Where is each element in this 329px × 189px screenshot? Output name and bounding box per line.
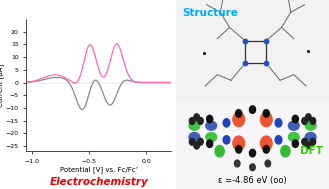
Circle shape bbox=[207, 115, 213, 123]
Circle shape bbox=[198, 138, 203, 145]
Ellipse shape bbox=[288, 132, 300, 142]
Circle shape bbox=[215, 146, 224, 157]
Circle shape bbox=[292, 115, 298, 123]
Circle shape bbox=[198, 118, 203, 124]
Circle shape bbox=[261, 112, 272, 127]
Circle shape bbox=[194, 114, 199, 121]
Circle shape bbox=[275, 136, 282, 144]
Circle shape bbox=[265, 160, 270, 167]
Bar bbox=[176, 100, 329, 189]
Circle shape bbox=[236, 110, 242, 117]
Circle shape bbox=[207, 140, 213, 147]
Circle shape bbox=[233, 136, 244, 150]
Circle shape bbox=[261, 136, 272, 150]
Circle shape bbox=[292, 140, 298, 147]
Circle shape bbox=[249, 149, 256, 157]
Ellipse shape bbox=[205, 121, 217, 131]
Circle shape bbox=[275, 119, 282, 127]
Circle shape bbox=[263, 146, 269, 153]
X-axis label: Potential [V] vs. Fc/Fc’: Potential [V] vs. Fc/Fc’ bbox=[60, 167, 138, 173]
Text: DFT: DFT bbox=[300, 146, 323, 156]
Circle shape bbox=[236, 146, 242, 153]
Circle shape bbox=[263, 110, 269, 117]
Circle shape bbox=[189, 118, 195, 124]
Circle shape bbox=[235, 160, 240, 167]
Circle shape bbox=[310, 138, 316, 145]
Ellipse shape bbox=[305, 121, 317, 131]
Text: Electrochemistry: Electrochemistry bbox=[49, 177, 148, 187]
Text: ε =-4.86 eV (oo): ε =-4.86 eV (oo) bbox=[218, 176, 287, 185]
Circle shape bbox=[306, 142, 311, 149]
Text: Structure: Structure bbox=[182, 8, 238, 18]
Ellipse shape bbox=[205, 132, 217, 142]
Bar bbox=[176, 0, 329, 100]
Circle shape bbox=[302, 138, 307, 145]
Circle shape bbox=[223, 119, 230, 127]
Circle shape bbox=[302, 118, 307, 124]
Y-axis label: Current [µA]: Current [µA] bbox=[0, 64, 4, 107]
Circle shape bbox=[194, 142, 199, 149]
Circle shape bbox=[223, 136, 230, 144]
Ellipse shape bbox=[305, 132, 317, 142]
Circle shape bbox=[306, 114, 311, 121]
Circle shape bbox=[189, 138, 195, 145]
Circle shape bbox=[249, 106, 256, 113]
Circle shape bbox=[250, 164, 255, 171]
Circle shape bbox=[281, 146, 290, 157]
Circle shape bbox=[310, 118, 316, 124]
Ellipse shape bbox=[188, 121, 200, 131]
Circle shape bbox=[233, 112, 244, 127]
Ellipse shape bbox=[288, 121, 300, 131]
Ellipse shape bbox=[188, 132, 200, 142]
